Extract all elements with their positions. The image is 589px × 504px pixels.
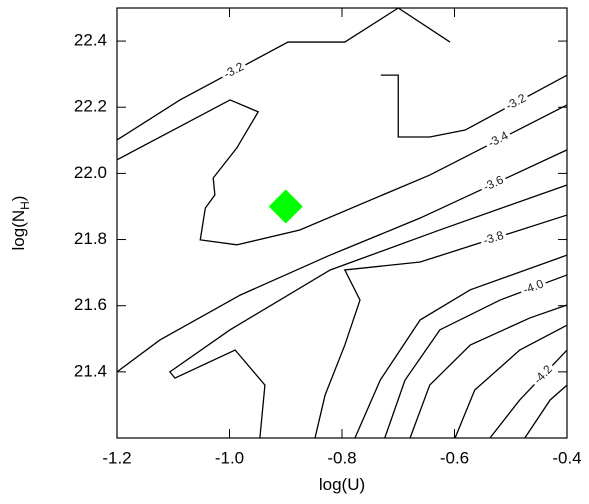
contour-line <box>354 254 568 439</box>
x-tick-label: -1.2 <box>102 448 131 467</box>
contour-line <box>489 349 568 439</box>
y-tick-label: 21.4 <box>74 361 107 380</box>
contour-label: -3.8 <box>481 228 505 248</box>
y-axis-label-main: log(N <box>9 210 28 251</box>
y-tick-label: 21.8 <box>74 229 107 248</box>
contour-line <box>314 214 568 439</box>
contour-line <box>116 149 568 373</box>
contour-line <box>116 99 568 246</box>
contour-line <box>524 384 568 439</box>
contour-label-bg <box>483 127 514 153</box>
y-tick-label: 22.2 <box>74 97 107 116</box>
x-tick-label: -0.4 <box>552 448 581 467</box>
contour-line <box>454 324 568 439</box>
contour-label-bg <box>479 227 509 250</box>
y-tick-label: 22.4 <box>74 31 107 50</box>
x-tick-label: -0.8 <box>327 448 356 467</box>
contour-label-bg <box>478 172 509 196</box>
contour-line <box>409 304 568 439</box>
y-axis-label-sub: H <box>18 201 32 210</box>
contour-label-bg <box>219 58 249 84</box>
contour-label-bg <box>518 276 549 299</box>
y-tick-label: 21.6 <box>74 295 107 314</box>
contour-line <box>380 74 568 138</box>
marker <box>268 189 303 224</box>
contour-line <box>116 7 451 141</box>
contour-label-bg <box>529 360 558 390</box>
contour-label: -4.0 <box>521 276 546 296</box>
contour-line <box>384 274 568 439</box>
contour-label-bg <box>501 90 531 115</box>
y-axis-label: log(NH) <box>9 196 32 251</box>
y-axis-label-end: ) <box>9 196 28 202</box>
x-tick-label: -1.0 <box>215 448 244 467</box>
x-axis-label: log(U) <box>319 475 365 494</box>
contour-line <box>168 184 568 439</box>
y-tick-label: 22.0 <box>74 163 107 182</box>
x-tick-label: -0.6 <box>440 448 469 467</box>
